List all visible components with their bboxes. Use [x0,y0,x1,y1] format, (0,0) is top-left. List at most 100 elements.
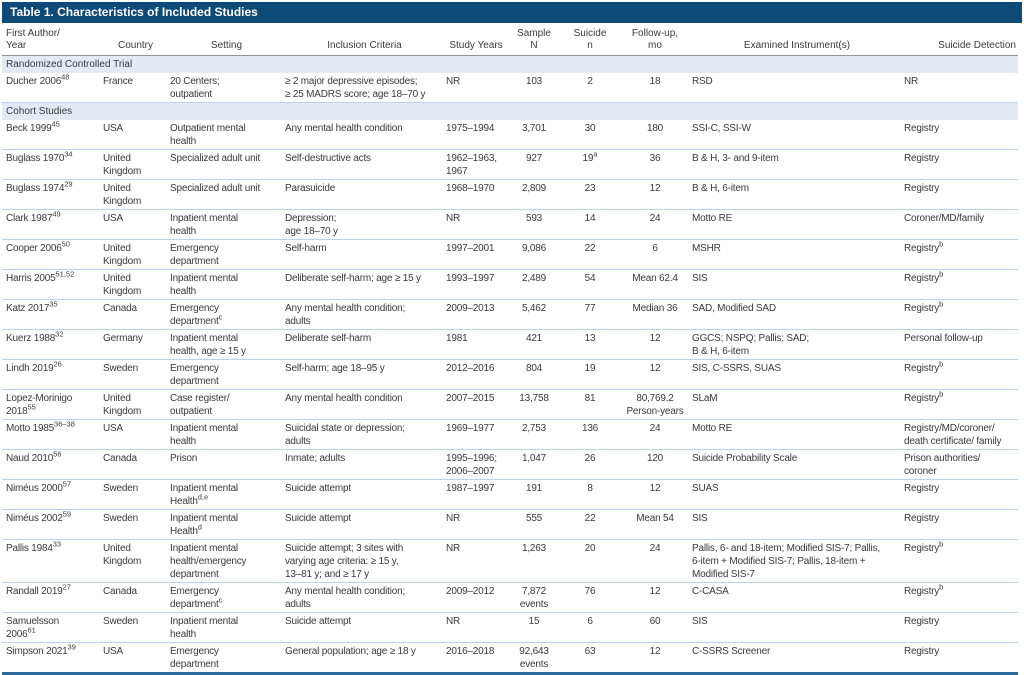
cell-country: Canada [103,303,137,314]
cell-instruments: B & H, 6-item [692,183,749,194]
table-row: Cooper 200650 United Kingdom Emergency dep… [2,240,1018,270]
cell-country: USA [103,646,123,657]
cell-detection: Registry [904,483,940,494]
cell-followup: 120 [646,453,664,464]
table-row: Clark 198749 USA Inpatient mental health De… [2,210,1018,240]
col-header-suicide: Suicide n [562,25,620,56]
cell-country: Canada [103,586,137,597]
cell-sample: 804 [525,363,543,374]
table-title: Table 1. Characteristics of Included Stu… [2,2,1022,23]
cell-suicide: 19a [582,149,598,164]
cell-followup: 24 [649,543,661,554]
cell-followup: Mean 62.4 [632,273,678,284]
cell-setting: Specialized adult unit [170,153,261,164]
table-row: Niméus 200259 Sweden Inpatient mental Heal… [2,510,1018,540]
cell-author: Samuelsson 200661 [6,616,60,640]
table-row: Motto 198536–38 USA Inpatient mental healt… [2,420,1018,450]
table-row: Beck 199945 USA Outpatient mental health An… [2,120,1018,150]
section-label: Randomized Controlled Trial [2,55,1018,73]
cell-suicide: 76 [584,586,596,597]
cell-setting: Emergency departmentc [170,303,223,327]
cell-setting: Emergency department [170,363,219,387]
cell-setting: Emergency department [170,243,219,267]
cell-instruments: SSI-C, SSI-W [692,123,751,134]
cell-author: Kuerz 198832 [6,329,64,344]
cell-sample: 3,701 [521,123,547,134]
cell-author: Motto 198536–38 [6,419,75,434]
col-header-sample: Sample N [508,25,562,56]
cell-detection: Registry [904,616,940,627]
cell-setting: Outpatient mental health [170,123,246,147]
cell-inclusion: Suicide attempt; 3 sites with varying ag… [285,543,404,580]
cell-inclusion: Suicide attempt [285,483,351,494]
cell-author: Simpson 202139 [6,642,76,657]
cell-followup: 12 [649,646,661,657]
cell-followup: Mean 54 [636,513,674,524]
cell-sample: 555 [525,513,543,524]
cell-sample: 103 [525,76,543,87]
cell-sample: 1,263 [521,543,547,554]
cell-inclusion: Parasuicide [285,183,336,194]
cell-setting: Inpatient mental health [170,213,238,237]
cell-sample: 2,489 [521,273,547,284]
cell-author: Cooper 200650 [6,239,70,254]
table-row: Naud 201056 Canada Prison Inmate; adults 199… [2,450,1018,480]
cell-inclusion: Depression; age 18–70 y [285,213,338,237]
cell-instruments: C-CASA [692,586,729,597]
cell-years: 2016–2018 [446,646,495,657]
cell-instruments: B & H, 3- and 9-item [692,153,779,164]
cell-detection: NR [904,76,919,87]
cell-country: Sweden [103,513,138,524]
cell-author: Lindh 201926 [6,359,62,374]
cell-suicide: 13 [584,333,596,344]
cell-suicide: 77 [584,303,596,314]
cell-author: Buglass 197429 [6,179,73,194]
col-header-setting: Setting [170,25,285,56]
cell-country: Sweden [103,483,138,494]
cell-years: 2009–2013 [446,303,495,314]
cell-detection: Registry [904,153,940,164]
cell-years: 1993–1997 [446,273,495,284]
cell-inclusion: Self-harm; age 18–95 y [285,363,385,374]
col-header-years: Study Years [446,25,508,56]
cell-inclusion: Self-harm [285,243,327,254]
table-row: Buglass 197429 United Kingdom Specialized … [2,180,1018,210]
cell-detection: Registryb [904,299,944,314]
cell-detection: Registryb [904,582,944,597]
cell-setting: Inpatient mental health [170,616,238,640]
cell-setting: 20 Centers; outpatient [170,76,220,100]
table-row: Lindh 201926 Sweden Emergency department Se… [2,360,1018,390]
cell-inclusion: ≥ 2 major depressive episodes; ≥ 25 MADR… [285,76,426,100]
cell-followup: 18 [649,76,661,87]
cell-followup: Median 36 [632,303,678,314]
cell-years: 1968–1970 [446,183,495,194]
cell-author: Katz 201735 [6,299,58,314]
cell-suicide: 136 [581,423,599,434]
cell-author: Naud 201056 [6,449,62,464]
cell-setting: Inpatient mental health [170,423,238,447]
col-header-detection: Suicide Detection [904,25,1018,56]
cell-suicide: 20 [584,543,596,554]
cell-years: 2009–2012 [446,586,495,597]
cell-detection: Registryb [904,359,944,374]
cell-detection: Registryb [904,239,944,254]
cell-inclusion: Deliberate self-harm [285,333,372,344]
cell-instruments: SUAS [692,483,719,494]
cell-followup: 12 [649,483,661,494]
cell-instruments: SLaM [692,393,718,404]
cell-followup: 12 [649,363,661,374]
cell-followup: 12 [649,183,661,194]
cell-sample: 2,809 [521,183,547,194]
cell-country: USA [103,423,123,434]
cell-inclusion: Inmate; adults [285,453,346,464]
col-header-country: Country [103,25,170,56]
cell-instruments: SIS, C-SSRS, SUAS [692,363,781,374]
table-row: Katz 201735 Canada Emergency departmentc An… [2,300,1018,330]
cell-sample: 92,643 events [519,646,549,670]
cell-author: Harris 200551,52 [6,269,75,284]
table-row: Buglass 197034 United Kingdom Specialized … [2,150,1018,180]
cell-setting: Inpatient mental health, age ≥ 15 y [170,333,246,357]
cell-inclusion: Any mental health condition; adults [285,303,406,327]
cell-years: 1995–1996; 2006–2007 [446,453,497,477]
